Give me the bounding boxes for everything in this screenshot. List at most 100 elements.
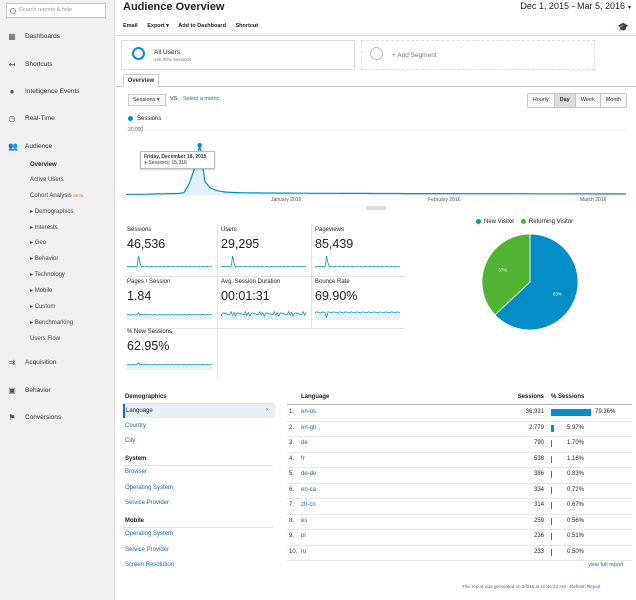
table-row[interactable]: 4. fr 538 1.16%: [287, 452, 632, 468]
period-week-button[interactable]: Week: [574, 94, 600, 107]
nav-conversions[interactable]: ⚑ Conversions: [0, 411, 115, 425]
table-row[interactable]: 5. de-de 386 0.83%: [287, 467, 632, 484]
chart-resize-handle[interactable]: [366, 206, 386, 210]
tab-overview[interactable]: Overview: [123, 74, 159, 87]
nav-audience[interactable]: 👥 Audience: [0, 140, 115, 154]
graduation-cap-icon[interactable]: 🎓: [617, 22, 629, 32]
sub-active-users[interactable]: Active Users: [30, 177, 64, 183]
metric-card[interactable]: Sessions 46,536: [124, 224, 218, 277]
sparkline: [315, 311, 400, 320]
nav-dashboards[interactable]: ▦ Dashboards: [0, 30, 115, 44]
sub-label: Geo: [34, 240, 47, 246]
metric-label: Avg. Session Duration: [221, 279, 281, 285]
language-link[interactable]: ru: [301, 548, 307, 555]
pct-cell: 0.72%: [567, 486, 585, 493]
nav-shortcuts[interactable]: ↤ Shortcuts: [0, 58, 115, 72]
pie-legend: New Visitor Returning Visitor: [476, 219, 573, 225]
refresh-report-link[interactable]: Refresh Report: [569, 584, 601, 589]
period-month-button[interactable]: Month: [599, 94, 626, 107]
language-link[interactable]: es: [301, 517, 308, 524]
metric-card[interactable]: Pageviews 85,439: [312, 224, 405, 277]
table-row[interactable]: 1. en-us 36,931 79.36%: [287, 405, 632, 422]
sub-overview[interactable]: Overview: [30, 162, 57, 168]
table-row[interactable]: 6. en-ca 334 0.72%: [287, 483, 632, 499]
shortcut-button[interactable]: Shortcut: [235, 23, 259, 29]
metric-card[interactable]: Avg. Session Duration 00:01:31: [218, 276, 312, 329]
x-tick-label: February 2016: [428, 197, 461, 203]
row-number: 9.: [289, 533, 295, 539]
dimension-operating-system[interactable]: Operating System: [125, 485, 174, 491]
sessions-cell: 790: [533, 440, 544, 446]
select-metric-link[interactable]: Select a metric: [183, 96, 220, 102]
period-day-button[interactable]: Day: [553, 94, 575, 107]
nav-behavior[interactable]: ▣ Behavior: [0, 384, 115, 398]
sessions-line-chart[interactable]: [126, 125, 626, 210]
table-row[interactable]: 9. pl 236 0.51%: [287, 529, 632, 546]
peak-point[interactable]: [197, 143, 202, 148]
selected-dimension-bg[interactable]: [123, 404, 275, 418]
sub-geo[interactable]: ▸ Geo: [30, 240, 47, 246]
dimension-browser[interactable]: Browser: [125, 469, 148, 475]
language-link[interactable]: en-ca: [301, 486, 317, 493]
dimension-city[interactable]: City: [125, 438, 136, 444]
language-link[interactable]: zh-cn: [301, 502, 316, 508]
table-row[interactable]: 3. de 790 1.70%: [287, 436, 632, 453]
table-row[interactable]: 7. zh-cn 314 0.67%: [287, 498, 632, 515]
sub-benchmarking[interactable]: ▸ Benchmarking: [30, 320, 74, 326]
metric-card[interactable]: Users 29,295: [218, 224, 312, 277]
visitor-pie-chart[interactable]: 63% 37%: [480, 232, 580, 332]
language-link[interactable]: fr: [301, 455, 305, 462]
language-link[interactable]: de-de: [301, 471, 317, 477]
chevron-down-icon: ▾: [627, 5, 631, 11]
table-row[interactable]: 10. ru 233 0.50%: [287, 545, 632, 561]
sub-users-flow[interactable]: Users Flow: [30, 336, 61, 342]
sub-cohort-analysis[interactable]: Cohort Analysis BETA: [30, 191, 84, 201]
nav-intelligence-events[interactable]: ● Intelligence Events: [0, 85, 115, 99]
view-full-report-link[interactable]: view full report: [588, 562, 624, 568]
table-row[interactable]: 2. en-gb 2,779 5.97%: [287, 421, 632, 437]
row-number: 10.: [289, 548, 298, 555]
dimension-mobile-provider[interactable]: Service Provider: [125, 547, 170, 553]
pct-bar: [551, 502, 552, 509]
dimension-service-provider[interactable]: Service Provider: [125, 500, 170, 506]
sub-demographics[interactable]: ▸ Demographics: [30, 209, 74, 215]
language-link[interactable]: pl: [301, 533, 306, 539]
sub-behavior[interactable]: ▸ Behavior: [30, 256, 59, 262]
metric-card[interactable]: Bounce Rate 69.90%: [312, 276, 405, 329]
sub-mobile[interactable]: ▸ Mobile: [30, 288, 53, 294]
metric-select[interactable]: Sessions ▾: [128, 94, 166, 106]
email-button[interactable]: Email: [123, 23, 138, 29]
sessions-cell: 314: [533, 502, 544, 508]
sub-technology[interactable]: ▸ Technology: [30, 272, 65, 278]
table-row[interactable]: 8. es 259 0.56%: [287, 514, 632, 530]
pie-slice[interactable]: [494, 233, 579, 331]
tooltip-date: Friday, December 18, 2015: [144, 154, 207, 160]
date-range-picker[interactable]: Dec 1, 2015 - Mar 5, 2016 ▾: [520, 1, 631, 11]
sub-custom[interactable]: ▸ Custom: [30, 304, 56, 310]
language-link[interactable]: de: [301, 440, 308, 446]
dimension-country[interactable]: Country: [125, 423, 147, 429]
add-to-dashboard-button[interactable]: Add to Dashboard: [178, 23, 226, 29]
sparkline: [221, 255, 306, 268]
report-toolbar: Email Export ▾ Add to Dashboard Shortcut: [123, 23, 266, 29]
language-link[interactable]: en-us: [301, 409, 317, 415]
dimension-screen-resolution[interactable]: Screen Resolution: [125, 562, 175, 568]
metric-card[interactable]: % New Sessions 62.95%: [124, 326, 218, 378]
segment-all-users[interactable]: All Users 100.00% Sessions: [121, 40, 355, 70]
add-segment-button[interactable]: + Add Segment: [361, 40, 595, 70]
sub-label: Technology: [34, 272, 65, 278]
export-button[interactable]: Export ▾: [147, 23, 169, 29]
nav-real-time[interactable]: ◷ Real-Time: [0, 112, 115, 126]
sub-interests[interactable]: ▸ Interests: [30, 225, 58, 231]
pie-slice[interactable]: [481, 233, 531, 316]
dimension-language[interactable]: Language: [126, 408, 153, 414]
metric-card[interactable]: Pages / Session 1.84: [124, 276, 218, 329]
language-link[interactable]: en-gb: [301, 424, 317, 431]
nav-label: Real-Time: [25, 115, 55, 122]
dimension-mobile-os[interactable]: Operating System: [125, 531, 174, 537]
search-input[interactable]: Search reports & help: [6, 3, 106, 18]
sessions-cell: 233: [533, 548, 544, 555]
sparkline: [221, 310, 306, 320]
period-hourly-button[interactable]: Hourly: [527, 94, 554, 107]
nav-acquisition[interactable]: ⇉ Acquisition: [0, 356, 115, 370]
